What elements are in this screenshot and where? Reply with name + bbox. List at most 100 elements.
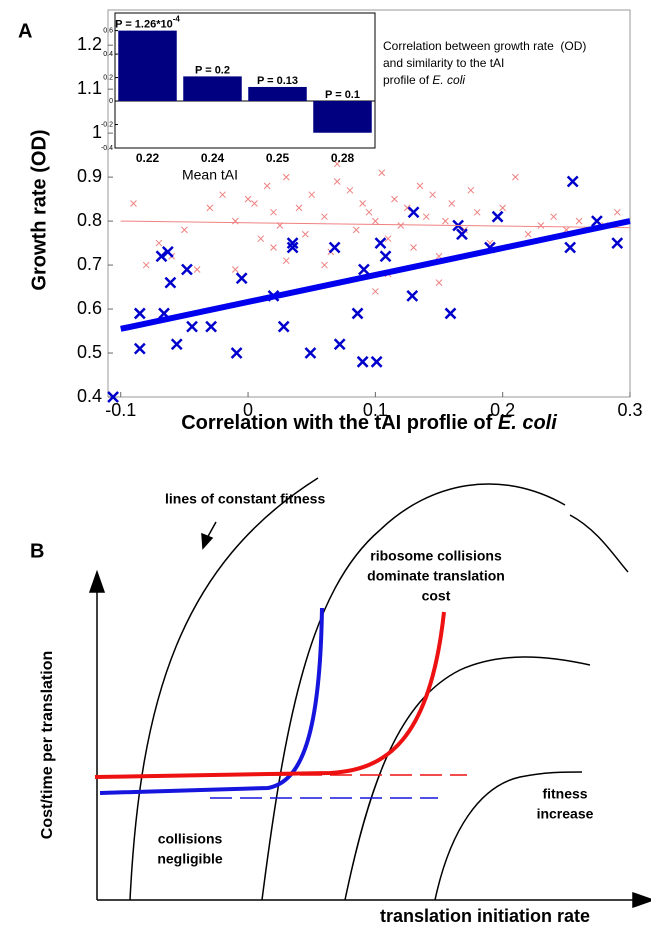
- data-point: [365, 208, 373, 216]
- annotation: and similarity to the tAI: [383, 56, 504, 70]
- data-point: [142, 261, 150, 269]
- data-point: [133, 342, 146, 355]
- plot-frame: [107, 9, 631, 398]
- data-point: [130, 200, 137, 207]
- y-axis-label: Cost/time per translation: [39, 651, 56, 839]
- y-tick-label: 0.5: [77, 342, 102, 362]
- data-point: [566, 175, 579, 188]
- data-point: [444, 307, 457, 320]
- annotation: Correlation between growth rate (OD): [383, 39, 586, 53]
- panel-label: B: [30, 540, 44, 562]
- data-point: [231, 266, 239, 273]
- data-point: [564, 241, 577, 254]
- x-tick-label: 0.1: [363, 400, 388, 420]
- data-point: [473, 208, 481, 216]
- data-point: [219, 191, 226, 199]
- y-tick-label: 0.8: [77, 210, 102, 230]
- data-point: [304, 347, 317, 359]
- diagram-label: increase: [537, 806, 594, 822]
- panel-label: A: [18, 20, 32, 42]
- data-point: [378, 169, 386, 177]
- bar: [118, 30, 177, 102]
- x-axis-label-text: Correlation with the tAI proflie of: [181, 412, 498, 434]
- data-point: [512, 173, 519, 181]
- p-value-label: P = 0.1: [325, 89, 360, 101]
- y-tick-label: -0.4: [101, 145, 113, 152]
- data-point: [155, 239, 163, 247]
- p-value-text: P = 0.13: [257, 75, 298, 87]
- p-value-label: P = 0.13: [257, 75, 298, 87]
- y-tick-label: 0: [109, 98, 113, 105]
- data-point: [257, 235, 265, 243]
- arrowhead: [632, 891, 651, 909]
- data-point: [537, 222, 545, 229]
- cost-curve: [99, 607, 324, 795]
- data-point: [155, 250, 168, 263]
- data-point: [372, 217, 379, 225]
- data-point: [193, 266, 201, 273]
- data-point: [333, 160, 341, 168]
- data-point: [181, 226, 188, 234]
- data-point: [359, 200, 366, 207]
- data-point: [422, 213, 430, 221]
- data-point: [442, 217, 449, 225]
- data-point: [301, 230, 309, 238]
- data-point: [235, 272, 248, 285]
- cost-curve: [94, 611, 446, 779]
- p-value-text: P = 0.1: [325, 89, 360, 101]
- data-point: [230, 347, 243, 359]
- y-tick-label: -0.2: [101, 121, 113, 128]
- inset-panel: -0.4 -0.2 0 0.2 0.4 0.6 0.22 P = 1.26*10-4 0.24 P…: [101, 12, 376, 183]
- data-point: [286, 237, 299, 249]
- data-point: [321, 261, 328, 269]
- data-point: [251, 200, 258, 207]
- x-tick-label: 0.24: [201, 151, 225, 165]
- data-point: [550, 213, 557, 221]
- y-tick-label: 1: [92, 122, 102, 142]
- x-tick-label: 0: [243, 400, 253, 420]
- data-point: [308, 191, 316, 199]
- bar: [248, 86, 307, 102]
- fitness-curve: [261, 483, 566, 901]
- data-point: [161, 245, 174, 258]
- x-axis-label: Mean tAI: [182, 167, 238, 183]
- x-tick-label: 0.2: [490, 400, 515, 420]
- data-point: [107, 391, 119, 403]
- data-point: [277, 320, 290, 333]
- bar: [183, 76, 242, 102]
- diagram-label: cost: [422, 588, 451, 604]
- data-point: [356, 355, 369, 368]
- fit-line: [120, 218, 631, 332]
- y-tick-label: 0.9: [77, 166, 102, 186]
- data-point: [456, 228, 468, 241]
- data-point: [467, 186, 475, 194]
- bar: [313, 101, 372, 133]
- data-point: [206, 204, 214, 212]
- data-point: [270, 208, 277, 216]
- arrowhead: [201, 532, 214, 550]
- diagram-label: negligible: [157, 851, 223, 867]
- diagram-label: ribosome collisions: [370, 548, 502, 564]
- fitness-curve: [129, 477, 319, 901]
- fitness-curve: [344, 656, 591, 901]
- data-point: [370, 355, 383, 368]
- data-point: [333, 178, 341, 185]
- x-axis-label: Correlation with the tAI proflie of E. c…: [181, 412, 557, 434]
- p-value-text: P = 0.2: [195, 64, 230, 76]
- x-tick-label: 0.25: [266, 151, 290, 165]
- y-tick-label: 0.4: [103, 51, 113, 58]
- data-point: [351, 307, 364, 320]
- data-point: [164, 276, 177, 289]
- y-tick-label: 1.1: [77, 78, 102, 98]
- data-point: [170, 338, 183, 351]
- data-point: [491, 210, 504, 223]
- data-point: [244, 195, 252, 203]
- diagram-label: collisions: [158, 831, 223, 847]
- p-value-text: P = 1.26*10: [115, 19, 173, 31]
- data-point: [499, 204, 507, 212]
- y-tick-label: 0.7: [77, 254, 102, 274]
- data-point: [205, 320, 218, 333]
- y-tick-label: 0.6: [103, 27, 113, 34]
- data-point: [133, 307, 146, 320]
